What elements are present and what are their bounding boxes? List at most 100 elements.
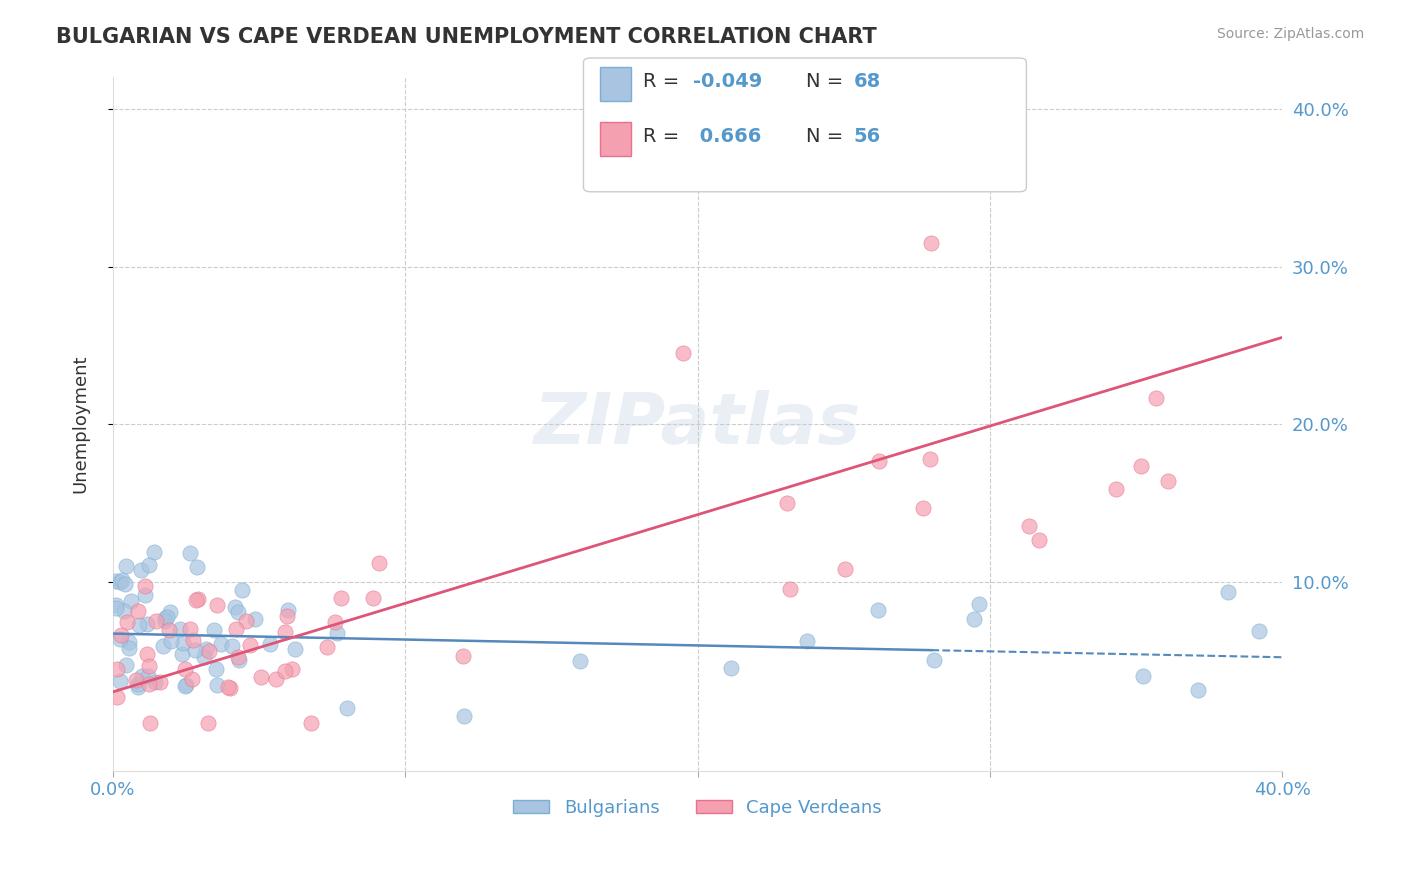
Point bbox=[195, 641, 218, 656]
Point bbox=[217, 680, 239, 694]
Point bbox=[239, 638, 262, 652]
Point bbox=[138, 659, 160, 673]
Point bbox=[326, 625, 349, 640]
Point bbox=[963, 612, 986, 626]
Point bbox=[323, 615, 346, 629]
Point bbox=[243, 612, 266, 626]
Point bbox=[110, 628, 132, 642]
Point bbox=[277, 603, 299, 617]
Point bbox=[186, 593, 208, 607]
Point bbox=[134, 588, 156, 602]
Point bbox=[108, 632, 131, 646]
Point bbox=[179, 545, 201, 559]
Point bbox=[315, 640, 337, 655]
Point bbox=[118, 641, 141, 656]
Point bbox=[111, 573, 134, 587]
Point bbox=[104, 598, 127, 612]
Point bbox=[187, 591, 209, 606]
Point bbox=[259, 637, 281, 651]
Point bbox=[139, 716, 162, 731]
Point bbox=[169, 622, 191, 636]
Point bbox=[221, 640, 243, 654]
Point bbox=[796, 633, 818, 648]
Point bbox=[143, 545, 166, 559]
Point bbox=[174, 678, 197, 692]
Text: 0.666: 0.666 bbox=[693, 127, 762, 146]
Text: N =: N = bbox=[806, 71, 849, 91]
Point bbox=[134, 579, 156, 593]
Point bbox=[131, 668, 153, 682]
Point bbox=[205, 599, 228, 613]
Point bbox=[112, 603, 135, 617]
Point bbox=[1105, 482, 1128, 496]
Point bbox=[117, 615, 139, 629]
Point bbox=[183, 632, 205, 647]
Point bbox=[202, 624, 225, 638]
Point bbox=[173, 679, 195, 693]
Point bbox=[159, 634, 181, 648]
Point bbox=[779, 582, 801, 596]
Point bbox=[156, 610, 179, 624]
Point bbox=[299, 716, 322, 731]
Point bbox=[108, 674, 131, 689]
Point bbox=[174, 662, 197, 676]
Point bbox=[125, 673, 148, 687]
Point bbox=[115, 658, 138, 673]
Point bbox=[250, 670, 273, 684]
Point bbox=[920, 452, 942, 467]
Point bbox=[922, 653, 945, 667]
Point bbox=[911, 500, 934, 515]
Point bbox=[105, 600, 128, 615]
Point bbox=[231, 582, 253, 597]
Point bbox=[834, 562, 856, 576]
Point bbox=[128, 676, 150, 690]
Point bbox=[451, 649, 474, 664]
Point bbox=[127, 604, 149, 618]
Point bbox=[186, 559, 208, 574]
Point bbox=[159, 605, 181, 619]
Point bbox=[127, 680, 149, 694]
Point bbox=[105, 690, 128, 704]
Point bbox=[128, 618, 150, 632]
Point bbox=[868, 454, 890, 468]
Point bbox=[157, 623, 180, 637]
Text: 68: 68 bbox=[853, 71, 880, 91]
Point bbox=[329, 591, 352, 605]
Point bbox=[184, 642, 207, 657]
Point bbox=[228, 653, 250, 667]
Point bbox=[453, 708, 475, 723]
Point bbox=[118, 634, 141, 648]
Point bbox=[967, 597, 990, 611]
Point bbox=[204, 662, 226, 676]
Legend: Bulgarians, Cape Verdeans: Bulgarians, Cape Verdeans bbox=[506, 791, 889, 824]
Point bbox=[284, 641, 307, 656]
Point bbox=[155, 614, 177, 628]
Point bbox=[172, 636, 194, 650]
Point bbox=[672, 346, 695, 360]
Point bbox=[868, 603, 890, 617]
Point bbox=[1028, 533, 1050, 547]
Text: R =: R = bbox=[643, 71, 685, 91]
Point bbox=[148, 674, 170, 689]
Point bbox=[1187, 683, 1209, 698]
Point bbox=[209, 637, 232, 651]
Point bbox=[1130, 459, 1153, 474]
Point bbox=[218, 681, 240, 695]
Point bbox=[120, 593, 142, 607]
Point bbox=[115, 559, 138, 574]
Text: R =: R = bbox=[643, 127, 692, 146]
Point bbox=[193, 649, 215, 664]
Point bbox=[235, 614, 257, 628]
Point bbox=[1157, 474, 1180, 488]
Point bbox=[136, 648, 159, 662]
Point bbox=[224, 599, 246, 614]
Point bbox=[108, 575, 131, 590]
Point bbox=[1216, 584, 1239, 599]
Text: N =: N = bbox=[806, 127, 849, 146]
Point bbox=[568, 654, 591, 668]
Point bbox=[280, 662, 302, 676]
Point bbox=[114, 577, 136, 591]
Point bbox=[172, 647, 194, 661]
Point bbox=[105, 662, 128, 676]
Point bbox=[1018, 519, 1040, 533]
